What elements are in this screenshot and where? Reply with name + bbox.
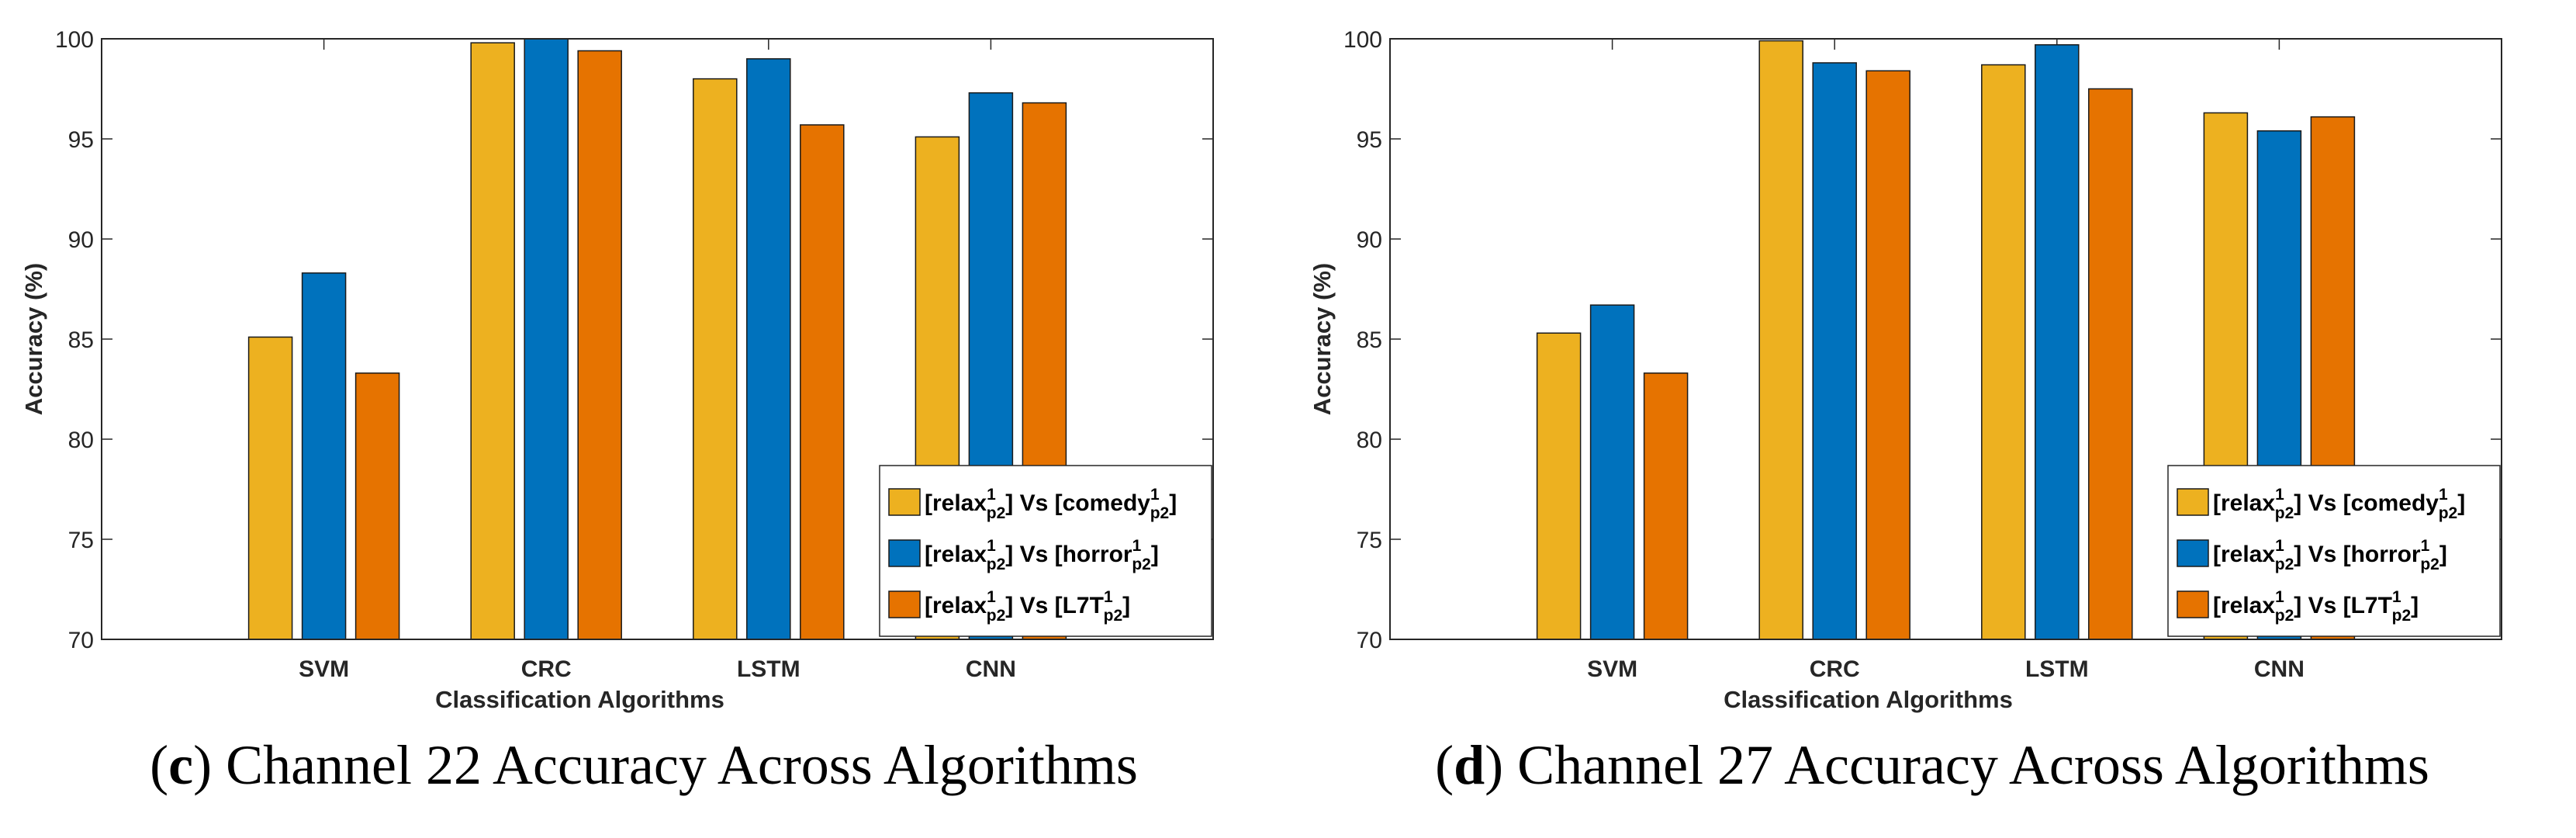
bar-lstm-horror (2035, 43, 2080, 640)
bar-chart-c: 70 75 80 85 90 95 100 SVM CRC LSTM CNN Classificati… (20, 27, 1214, 713)
y-axis-title: Accuracy (%) (1309, 263, 1336, 415)
y-tick-label: 90 (1357, 227, 1382, 253)
legend-swatch-l7t (888, 590, 921, 618)
bar-crc-horror (1812, 62, 1857, 640)
y-tick-label: 90 (68, 227, 94, 253)
x-tick-label-cnn: CNN (2254, 656, 2305, 682)
x-tick-label-lstm: LSTM (2025, 656, 2089, 682)
y-axis-title: Accuracy (%) (20, 263, 47, 415)
x-tick-label-svm: SVM (299, 656, 349, 682)
caption-label-d: d (1454, 734, 1485, 796)
bar-lstm-l7t (800, 124, 845, 640)
bar-svm-horror (301, 272, 347, 640)
bar-crc-l7t (1865, 70, 1910, 640)
legend-swatch-comedy (888, 488, 921, 516)
y-tick-label: 75 (68, 528, 94, 553)
x-tick-label-svm: SVM (1587, 656, 1637, 682)
legend-label-l7t: [relax1 p2] Vs [L7T1 p2] (925, 588, 1130, 625)
x-tick-label-crc: CRC (1810, 656, 1860, 682)
legend-label-horror: [relax1 p2] Vs [horror1 p2] (2213, 537, 2447, 573)
bar-svm-l7t (1643, 372, 1689, 640)
bar-crc-horror (524, 38, 569, 640)
y-tick-label: 95 (68, 127, 94, 153)
legend-swatch-horror (888, 539, 921, 567)
legend-label-comedy: [relax1 p2] Vs [comedy1 p2] (2213, 486, 2465, 522)
legend-box (2167, 465, 2501, 637)
x-tick-label-cnn: CNN (966, 656, 1016, 682)
legend-swatch-horror (2177, 539, 2209, 567)
y-tick-label: 100 (55, 27, 94, 53)
x-axis-title: Classification Algorithms (435, 686, 724, 713)
caption-text-d: Channel 27 Accuracy Across Algorithms (1517, 734, 2429, 796)
x-axis-title: Classification Algorithms (1724, 686, 2013, 713)
bar-crc-comedy (470, 42, 515, 640)
y-tick-label: 70 (1357, 628, 1382, 653)
y-tick-label: 70 (68, 628, 94, 653)
x-tick-label-lstm: LSTM (737, 656, 800, 682)
bar-lstm-comedy (1981, 64, 2026, 640)
bar-crc-comedy (1758, 40, 1803, 640)
legend-swatch-comedy (2177, 488, 2209, 516)
bar-crc-l7t (577, 50, 622, 640)
x-tick-label-crc: CRC (521, 656, 572, 682)
y-tick-label: 80 (68, 428, 94, 453)
bar-svm-horror (1589, 304, 1635, 640)
bar-svm-comedy (1536, 332, 1582, 640)
y-tick-label: 75 (1357, 528, 1382, 553)
legend: [relax1 p2] Vs [comedy1 p2] [relax1 p2] Vs [… (2167, 465, 2501, 637)
legend-box (879, 465, 1212, 637)
y-tick-label: 85 (68, 327, 94, 353)
legend: [relax1 p2] Vs [comedy1 p2] [relax1 p2] Vs [… (879, 465, 1212, 637)
bar-lstm-comedy (693, 78, 738, 640)
bar-lstm-l7t (2088, 88, 2133, 640)
y-tick-label: 100 (1343, 27, 1382, 53)
figure-caption-d: (d) Channel 27 Accuracy Across Algorithm… (1435, 734, 2429, 796)
legend-label-horror: [relax1 p2] Vs [horror1 p2] (925, 537, 1159, 573)
y-tick-label: 85 (1357, 327, 1382, 353)
chart-panel-d: 70 75 80 85 90 95 100 SVM CRC LSTM CNN Classificati… (1288, 0, 2576, 838)
y-tick-label: 80 (1357, 428, 1382, 453)
caption-label-c: c (168, 734, 194, 796)
bar-svm-l7t (354, 372, 400, 640)
legend-label-l7t: [relax1 p2] Vs [L7T1 p2] (2213, 588, 2419, 625)
chart-panel-c: 70 75 80 85 90 95 100 SVM CRC LSTM CNN Classificati… (20, 27, 1214, 796)
bar-chart-d: 70 75 80 85 90 95 100 SVM CRC LSTM CNN Classificati… (1309, 27, 2502, 713)
axes-box (1389, 38, 2502, 640)
legend-label-comedy: [relax1 p2] Vs [comedy1 p2] (925, 486, 1177, 522)
legend-swatch-l7t (2177, 590, 2209, 618)
y-tick-label: 95 (1357, 127, 1382, 153)
figure-caption-c: (c) Channel 22 Accuracy Across Algorithm… (150, 734, 1138, 796)
bar-svm-comedy (247, 336, 293, 640)
caption-text-c: Channel 22 Accuracy Across Algorithms (226, 734, 1138, 796)
axes-box (101, 38, 1214, 640)
bar-lstm-horror (746, 58, 791, 640)
